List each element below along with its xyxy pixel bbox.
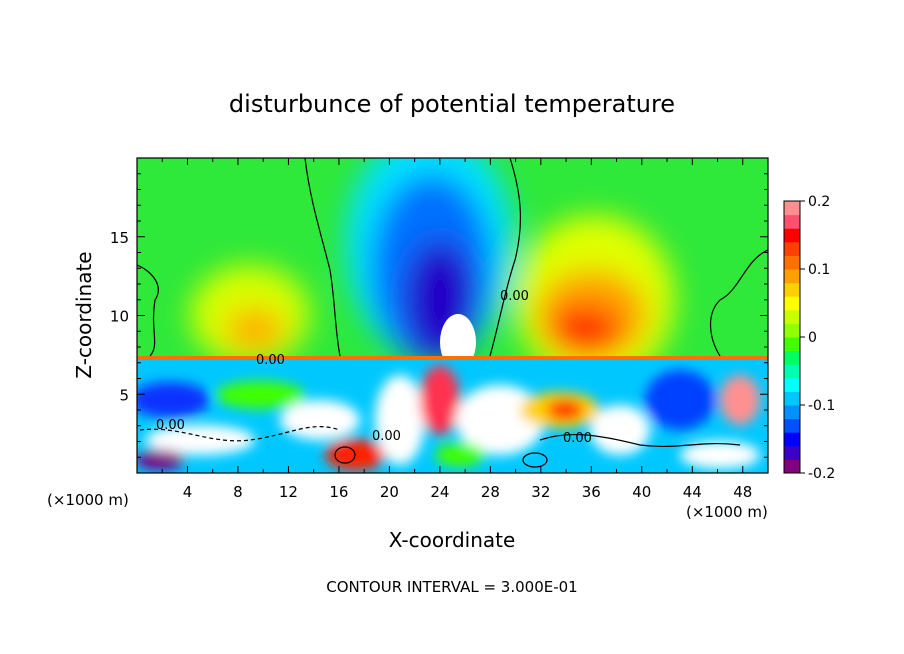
warm-lobe-west-core bbox=[225, 308, 285, 352]
x-tick-label: 36 bbox=[582, 483, 601, 501]
y-axis-label: Z-coordinate bbox=[72, 251, 96, 378]
contour-ring bbox=[522, 452, 548, 468]
x-axis: 4 8 12 16 20 24 28 32 36 40 44 48 bbox=[161, 158, 752, 501]
contour-zero-left bbox=[137, 264, 159, 357]
contour-lower bbox=[139, 426, 341, 442]
mixed-blob bbox=[215, 381, 305, 409]
colorbar-segment bbox=[784, 377, 800, 392]
x-unit-left: (×1000 m) bbox=[47, 491, 129, 509]
colorbar-tick-label: -0.2 bbox=[808, 466, 835, 482]
mixed-blob bbox=[680, 441, 760, 469]
x-tick-label: 20 bbox=[380, 483, 399, 501]
mixed-blob bbox=[280, 400, 360, 440]
contour-lower bbox=[539, 433, 741, 448]
x-unit-right: (×1000 m) bbox=[686, 503, 768, 521]
colorbar-tick-label: 0.2 bbox=[808, 194, 830, 210]
x-tick-label: 16 bbox=[329, 483, 348, 501]
mixed-blob bbox=[645, 370, 715, 430]
contour-interval-note: CONTOUR INTERVAL = 3.000E-01 bbox=[326, 578, 577, 596]
x-tick-label: 12 bbox=[279, 483, 298, 501]
colorbar-axis: 0.2 0.1 0 -0.1 -0.2 bbox=[800, 194, 835, 482]
x-tick-label: 28 bbox=[481, 483, 500, 501]
colorbar-segment bbox=[784, 241, 800, 256]
colorbar-segment bbox=[784, 350, 800, 365]
contour-label: 0.00 bbox=[372, 429, 401, 444]
contour-ring bbox=[334, 446, 356, 464]
colorbar-segment bbox=[784, 405, 800, 420]
colorbar-segment bbox=[784, 364, 800, 379]
warm-lobe-east-core bbox=[550, 305, 620, 355]
colorbar-tick-label: 0 bbox=[808, 330, 817, 346]
x-tick-label: 32 bbox=[531, 483, 550, 501]
colorbar-segment bbox=[784, 391, 800, 406]
mixed-layer-top bbox=[137, 356, 768, 360]
contour-label: 0.00 bbox=[256, 353, 285, 368]
heatmap-field: 0.00 0.00 0.00 0.00 0.00 bbox=[137, 158, 768, 473]
mixed-blob bbox=[137, 450, 185, 470]
mixed-blob bbox=[435, 443, 485, 467]
colorbar-tick-label: 0.1 bbox=[808, 262, 830, 278]
contour-label: 0.00 bbox=[563, 431, 592, 446]
colorbar-segment bbox=[784, 201, 800, 216]
mixed-blob bbox=[590, 405, 650, 455]
colorbar-segment bbox=[784, 214, 800, 229]
mixed-blob bbox=[137, 382, 210, 418]
contour-label: 0.00 bbox=[500, 289, 529, 304]
colorbar-segment bbox=[784, 309, 800, 324]
colorbar-segment bbox=[784, 282, 800, 297]
x-tick-label: 48 bbox=[733, 483, 752, 501]
x-tick-label: 4 bbox=[183, 483, 193, 501]
mixed-blob bbox=[547, 400, 583, 420]
contour-zero-west bbox=[304, 158, 341, 357]
contour-zero-right bbox=[709, 249, 768, 357]
contour-label: 0.00 bbox=[156, 418, 185, 433]
colorbar-segment bbox=[784, 255, 800, 270]
colorbar-segment bbox=[784, 459, 800, 474]
colorbar-segment bbox=[784, 432, 800, 447]
y-tick-label: 5 bbox=[119, 386, 129, 404]
y-tick-label: 10 bbox=[110, 308, 129, 326]
x-tick-label: 8 bbox=[233, 483, 243, 501]
colorbar-segment bbox=[784, 418, 800, 433]
contour-zero-east bbox=[489, 158, 522, 357]
x-tick-label: 44 bbox=[683, 483, 702, 501]
colorbar-segment bbox=[784, 296, 800, 311]
colorbar bbox=[783, 200, 801, 474]
colorbar-segment bbox=[784, 228, 800, 243]
x-tick-label: 40 bbox=[632, 483, 651, 501]
mixed-blob bbox=[145, 425, 255, 455]
y-tick-label: 15 bbox=[110, 229, 129, 247]
colorbar-segment bbox=[784, 445, 800, 460]
mixed-blob bbox=[420, 365, 460, 435]
colorbar-segment bbox=[784, 337, 800, 352]
colorbar-segment bbox=[784, 323, 800, 338]
x-tick-label: 24 bbox=[430, 483, 449, 501]
colorbar-tick-label: -0.1 bbox=[808, 398, 835, 414]
x-axis-label: X-coordinate bbox=[389, 528, 516, 552]
mixed-blob bbox=[455, 385, 545, 455]
colorbar-segment bbox=[784, 269, 800, 284]
chart-title: disturbunce of potential temperature bbox=[229, 90, 675, 118]
mixed-blob bbox=[720, 375, 760, 425]
y-axis: 5 10 15 bbox=[110, 173, 768, 458]
mixed-blob bbox=[375, 375, 425, 465]
